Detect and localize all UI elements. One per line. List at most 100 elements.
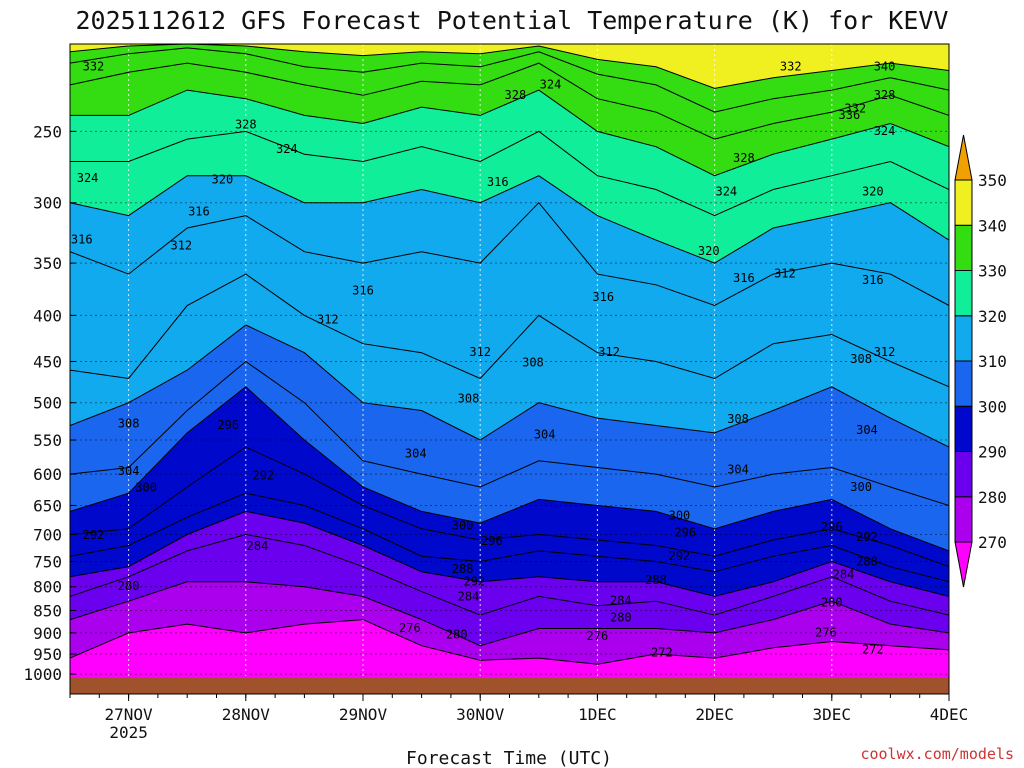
ground-strip xyxy=(70,678,949,694)
contour-line-296 xyxy=(70,446,949,568)
contour-label: 320 xyxy=(698,244,720,258)
contour-line-336 xyxy=(70,47,949,113)
contour-label: 316 xyxy=(71,233,93,247)
contour-line-328 xyxy=(70,89,949,177)
colorbar-bin xyxy=(954,224,973,271)
contour-label: 328 xyxy=(874,88,896,102)
colorbar-extend-top xyxy=(954,134,973,181)
contour-label: 316 xyxy=(733,271,755,285)
y-axis: 250 300 350 400 450 500 550 600 650 700 750 800 850 9… xyxy=(23,122,76,684)
contour-label: 272 xyxy=(862,642,884,656)
contour-label: 284 xyxy=(458,589,480,603)
contour-label: 292 xyxy=(463,574,485,588)
colorbar-label-270: 270 xyxy=(978,533,1007,552)
contour-label: 300 xyxy=(135,481,157,495)
colorbar-bin xyxy=(954,270,973,317)
contour-label: 316 xyxy=(188,204,210,218)
contour-label: 308 xyxy=(727,412,749,426)
contour-label: 320 xyxy=(862,185,884,199)
contour-label: 300 xyxy=(452,518,474,532)
x-tick-label-2DEC: 2DEC xyxy=(695,705,734,724)
colorbar-bin xyxy=(954,451,973,498)
credit-text: coolwx.com/models xyxy=(860,745,1014,763)
contour-label: 332 xyxy=(83,59,105,73)
x-tick-label-27NOV: 27NOV xyxy=(105,705,154,724)
colorbar: 270 280 290 300 310 320 330 340 350 xyxy=(954,134,1007,588)
colorbar-label-310: 310 xyxy=(978,352,1007,371)
contour-label: 304 xyxy=(856,423,878,437)
contour-label: 316 xyxy=(862,273,884,287)
contour-label: 304 xyxy=(405,447,427,461)
y-tick-label-300: 300 xyxy=(33,194,62,213)
contour-label: 284 xyxy=(610,594,632,608)
colorbar-bin xyxy=(954,315,973,362)
y-tick-label-1000: 1000 xyxy=(23,665,62,684)
contour-label: 280 xyxy=(446,628,468,642)
plot-area: 332 328 324 324 320 316 312 316 316 312 308 304 300 2… xyxy=(70,44,949,678)
contour-label: 280 xyxy=(821,596,843,610)
contour-label: 292 xyxy=(669,549,691,563)
contour-label: 272 xyxy=(651,645,673,659)
x-tick-label-1DEC: 1DEC xyxy=(578,705,617,724)
contour-label: 300 xyxy=(850,480,872,494)
y-tick-label-350: 350 xyxy=(33,254,62,273)
contour-label: 292 xyxy=(83,528,105,542)
contour-line-324 xyxy=(70,130,949,217)
contour-label: 328 xyxy=(505,88,527,102)
contour-label-layer: 332 328 324 324 320 316 312 316 316 312 308 304 300 2… xyxy=(71,59,896,659)
contour-label: 288 xyxy=(856,554,878,568)
y-tick-label-250: 250 xyxy=(33,122,62,141)
contour-line-288 xyxy=(70,510,949,597)
y-tick-label-650: 650 xyxy=(33,496,62,515)
y-tick-label-950: 950 xyxy=(33,645,62,664)
contour-label: 324 xyxy=(715,185,737,199)
x-tick-label-29NOV: 29NOV xyxy=(339,705,388,724)
contour-label: 280 xyxy=(610,610,632,624)
contour-label: 304 xyxy=(118,464,140,478)
contour-line-284 xyxy=(70,533,949,616)
contour-label: 316 xyxy=(487,175,509,189)
contour-label: 312 xyxy=(170,238,192,252)
contour-label: 336 xyxy=(839,108,861,122)
contour-label: 292 xyxy=(253,469,275,483)
contour-label: 328 xyxy=(733,151,755,165)
contour-line-320 xyxy=(70,175,949,264)
contour-line-layer xyxy=(70,44,949,665)
y-tick-label-900: 900 xyxy=(33,624,62,643)
colorbar-extend-bottom xyxy=(954,541,973,588)
contour-label: 280 xyxy=(118,579,140,593)
y-tick-label-850: 850 xyxy=(33,601,62,620)
contour-label: 316 xyxy=(352,284,374,298)
x-tick-label-30NOV: 30NOV xyxy=(456,705,505,724)
colorbar-bin xyxy=(954,360,973,407)
contour-label: 292 xyxy=(856,530,878,544)
contour-line-276 xyxy=(70,619,949,665)
colorbar-label-280: 280 xyxy=(978,488,1007,507)
x-axis-label: Forecast Time (UTC) xyxy=(406,748,612,768)
y-tick-label-600: 600 xyxy=(33,465,62,484)
contour-line-292 xyxy=(70,492,949,583)
y-tick-label-700: 700 xyxy=(33,525,62,544)
contour-label: 296 xyxy=(481,534,503,548)
contour-label: 328 xyxy=(235,118,257,132)
contour-label: 324 xyxy=(77,171,99,185)
y-tick-label-800: 800 xyxy=(33,578,62,597)
colorbar-label-300: 300 xyxy=(978,397,1007,416)
contour-label: 312 xyxy=(469,345,491,359)
y-tick-label-450: 450 xyxy=(33,352,62,371)
contour-line-340 xyxy=(70,44,949,89)
contour-label: 308 xyxy=(118,417,140,431)
contour-label: 304 xyxy=(534,428,556,442)
contour-label: 312 xyxy=(774,267,796,281)
x-tick-label-4DEC: 4DEC xyxy=(930,705,969,724)
contour-label: 332 xyxy=(844,101,866,115)
contour-label: 288 xyxy=(452,562,474,576)
y-tick-label-500: 500 xyxy=(33,394,62,413)
contour-label: 312 xyxy=(598,345,620,359)
contour-label: 296 xyxy=(217,418,239,432)
contour-line-304 xyxy=(70,360,949,506)
band-above-340 xyxy=(70,44,949,89)
contour-line-316 xyxy=(70,201,949,307)
